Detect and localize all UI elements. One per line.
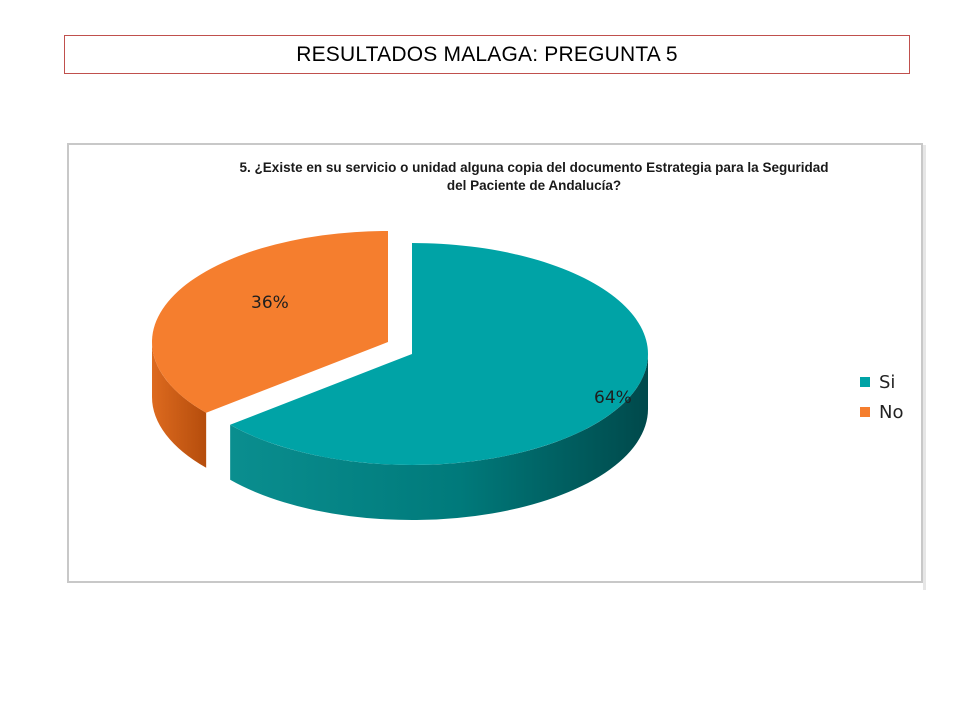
- chart-title-line-2: del Paciente de Andalucía?: [446, 178, 622, 193]
- data-label-si: 64%: [594, 388, 632, 408]
- legend-label-si: Si: [879, 371, 896, 393]
- pie-side-no: [152, 342, 207, 468]
- data-label-no: 36%: [251, 293, 289, 313]
- legend-swatch-si: [860, 377, 870, 387]
- chart-area: 5. ¿Existe en su servicio o unidad algun…: [67, 143, 926, 590]
- legend-item-si: Si: [860, 367, 903, 397]
- legend-swatch-no: [860, 407, 870, 417]
- chart-title: 5. ¿Existe en su servicio o unidad algun…: [69, 159, 921, 195]
- pie-slice-no: [152, 231, 388, 413]
- slide-title-box: RESULTADOS MALAGA: PREGUNTA 5: [64, 35, 910, 74]
- pie-side-si: [230, 354, 648, 520]
- legend-item-no: No: [860, 397, 903, 427]
- pie-chart: 64% 36%: [152, 231, 648, 520]
- pie-slice-si: [230, 243, 648, 466]
- chart-title-line-1: 5. ¿Existe en su servicio o unidad algun…: [239, 160, 829, 175]
- legend-label-no: No: [879, 401, 904, 423]
- legend: Si No: [860, 367, 903, 427]
- slide-title: RESULTADOS MALAGA: PREGUNTA 5: [296, 42, 678, 66]
